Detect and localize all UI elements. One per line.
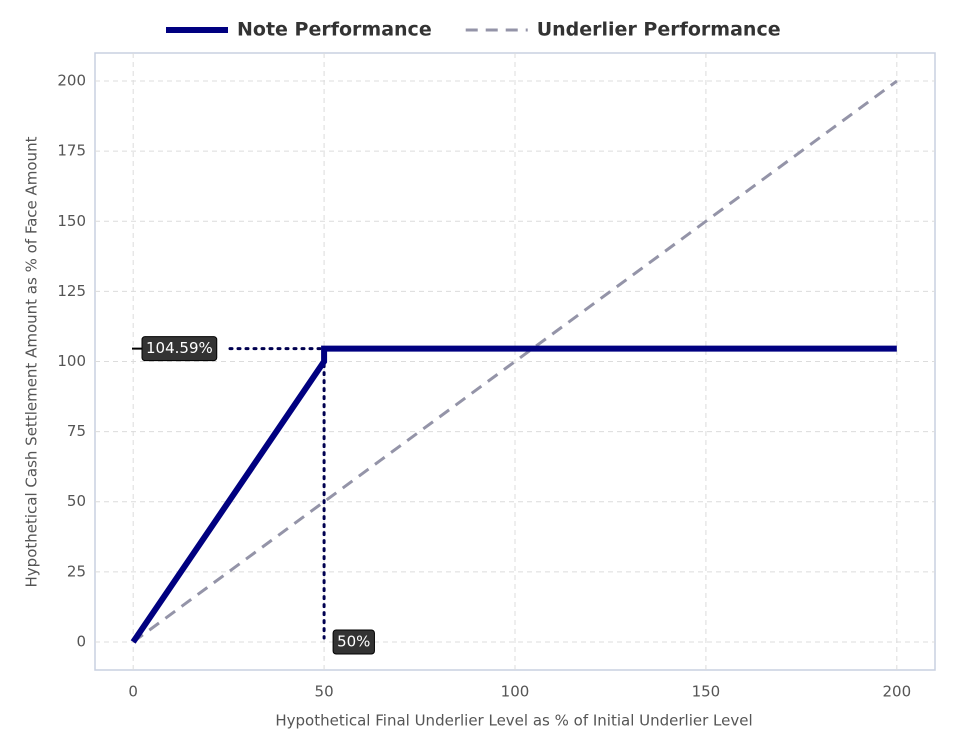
legend-label: Underlier Performance <box>537 19 781 41</box>
x-tick-label: 50 <box>315 683 334 701</box>
y-tick-label: 75 <box>67 422 86 440</box>
y-tick-label: 100 <box>57 352 86 370</box>
y-axis-label: Hypothetical Cash Settlement Amount as %… <box>23 136 41 587</box>
y-tick-label: 125 <box>57 282 86 300</box>
y-tick-label: 0 <box>76 632 86 650</box>
x-tick-label: 150 <box>692 683 721 701</box>
y-tick-label: 200 <box>57 72 86 90</box>
y-tick-label: 150 <box>57 212 86 230</box>
series-line <box>132 79 898 644</box>
x-tick-label: 0 <box>128 683 138 701</box>
annotation-box <box>332 629 375 655</box>
x-tick-label: 200 <box>882 683 911 701</box>
y-tick-label: 25 <box>67 562 86 580</box>
x-axis-label: Hypothetical Final Underlier Level as % … <box>275 712 752 730</box>
annotation-label: 50% <box>337 633 370 651</box>
y-tick-label: 50 <box>67 492 86 510</box>
y-tick-label: 175 <box>57 142 86 160</box>
annotation-label: 104.59% <box>146 339 213 357</box>
legend-label: Note Performance <box>237 19 432 41</box>
x-tick-label: 100 <box>501 683 530 701</box>
annotation-box <box>141 336 218 362</box>
series-line <box>130 345 897 644</box>
